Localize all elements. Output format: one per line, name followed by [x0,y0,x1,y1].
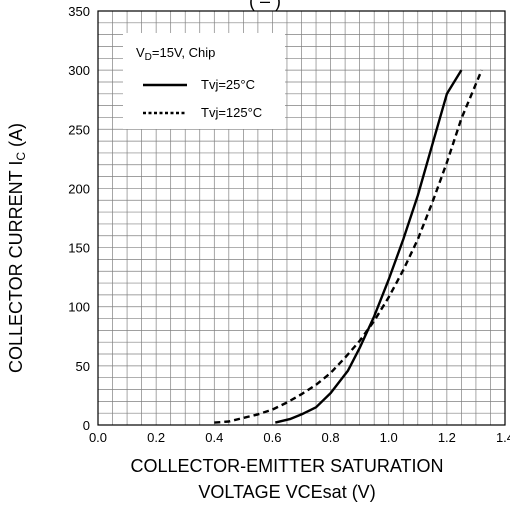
legend-title-prefix: V [136,45,145,60]
y-tick-labels: 0 50 100 150 200 250 300 350 [68,4,90,433]
legend-title-sub: D [145,52,152,63]
x-axis-title-line2: VOLTAGE VCEsat (V) [198,482,375,502]
legend-title-suffix: =15V, Chip [152,45,216,60]
x-tick-label: 1.0 [380,430,398,445]
y-axis-title: COLLECTOR CURRENT IC (A) [6,123,28,373]
legend: VD=15V, Chip Tvj=25°C Tvj=125°C [123,33,285,129]
chart-title-partial: ( – ) [249,0,281,11]
series-line-tvj-125c [214,69,483,424]
x-axis-title-line1: COLLECTOR-EMITTER SATURATION [130,456,443,476]
x-tick-label: 0.6 [263,430,281,445]
y-axis-title-unit: (A) [6,123,26,152]
x-tick-label: 1.4 [496,430,510,445]
x-tick-label: 1.2 [438,430,456,445]
x-tick-label: 0.4 [205,430,223,445]
y-tick-label: 150 [68,241,90,256]
y-axis-title-main: COLLECTOR CURRENT I [6,161,26,373]
x-tick-label: 0.0 [89,430,107,445]
y-tick-label: 250 [68,122,90,137]
x-tick-label: 0.8 [322,430,340,445]
x-tick-label: 0.2 [147,430,165,445]
y-tick-label: 200 [68,181,90,196]
y-tick-label: 100 [68,300,90,315]
y-axis-title-sub: C [14,152,28,161]
legend-entry-125c: Tvj=125°C [201,105,262,120]
legend-title: VD=15V, Chip [136,45,215,63]
series-group [214,69,483,424]
y-tick-label: 350 [68,4,90,19]
legend-entry-25c: Tvj=25°C [201,77,255,92]
y-tick-label: 50 [76,359,90,374]
x-tick-labels: 0.0 0.2 0.4 0.6 0.8 1.0 1.2 1.4 [89,430,510,445]
series-line-tvj-25c [275,69,463,424]
plot-frame [97,10,506,426]
y-tick-label: 300 [68,63,90,78]
y-tick-label: 0 [83,418,90,433]
